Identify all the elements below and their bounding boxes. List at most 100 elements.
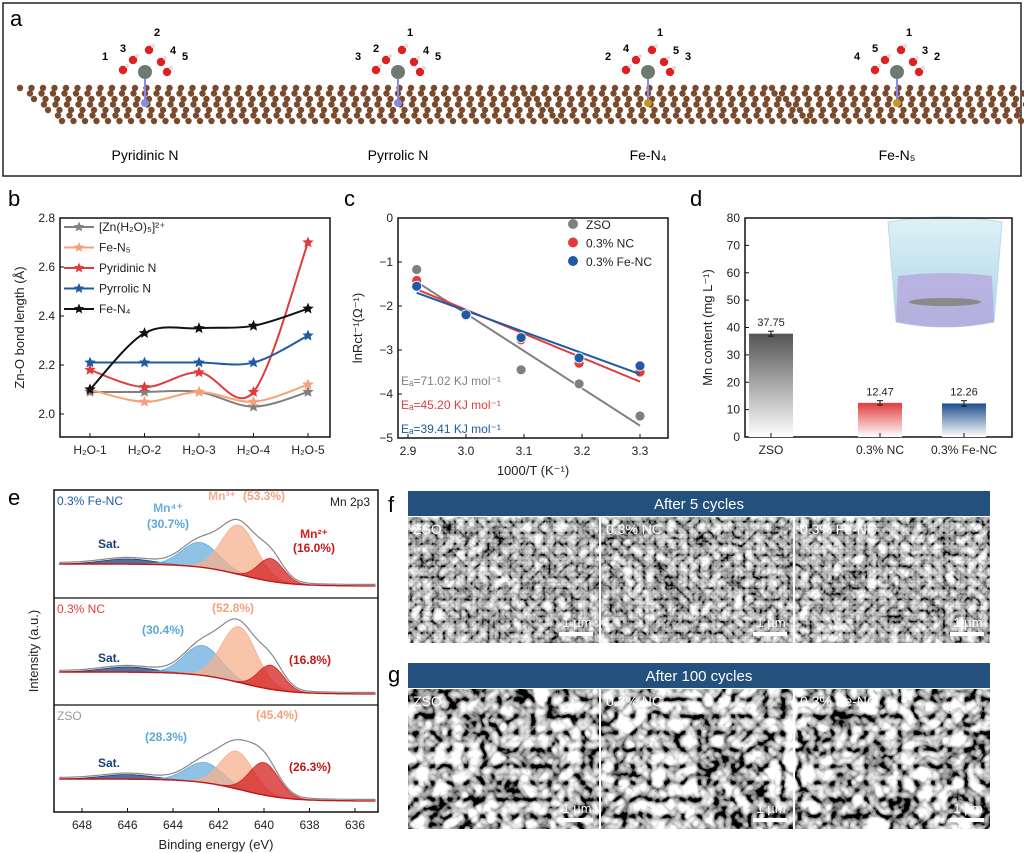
- carbon-atom: [626, 112, 634, 119]
- carbon-atom: [247, 101, 255, 108]
- carbon-atom: [923, 106, 930, 114]
- carbon-atom: [799, 112, 806, 119]
- carbon-atom: [300, 117, 307, 125]
- carbon-atom: [994, 117, 1002, 125]
- carbon-atom: [667, 90, 675, 97]
- carbon-atom: [72, 90, 80, 97]
- y-tick-label: 2.8: [38, 211, 55, 225]
- carbon-atom: [261, 112, 269, 119]
- carbon-atom: [1017, 117, 1024, 125]
- hydrogen-atom: [903, 44, 907, 48]
- carbon-atom: [813, 90, 820, 97]
- plot-frame: [397, 217, 669, 439]
- carbon-atom: [166, 84, 173, 92]
- data-point-star: [138, 327, 151, 338]
- hydrogen-atom: [163, 56, 167, 60]
- carbon-atom: [323, 117, 330, 125]
- fit-component-peak: [59, 524, 376, 587]
- carbon-atom: [484, 117, 491, 125]
- carbon-atom: [787, 112, 795, 119]
- envelope-curve: [59, 739, 376, 800]
- carbon-atom: [657, 84, 665, 92]
- oxygen-atom: [631, 55, 641, 65]
- carbon-atom: [513, 95, 521, 103]
- carbon-atom: [79, 106, 86, 114]
- legend-label: ZSO: [586, 218, 611, 232]
- carbon-atom: [245, 90, 252, 97]
- carbon-atom: [722, 117, 730, 125]
- y-tick-label: 2.2: [38, 358, 55, 372]
- carbon-atom: [933, 112, 940, 119]
- oxygen-atom: [415, 67, 425, 77]
- carbon-atom: [707, 112, 714, 119]
- carbon-atom: [692, 84, 699, 92]
- y-tick-label: 2.0: [38, 407, 55, 421]
- carbon-atom: [906, 84, 914, 92]
- carbon-atom: [775, 95, 782, 103]
- zinc-atom: [890, 65, 904, 79]
- carbon-atom: [75, 101, 82, 108]
- carbon-atom: [716, 101, 723, 108]
- carbon-atom: [694, 95, 702, 103]
- data-point-star: [138, 386, 151, 397]
- y-axis-label: Zn-O bond length (Å): [12, 266, 27, 388]
- data-point-star: [247, 400, 260, 412]
- data-point: [460, 309, 472, 321]
- carbon-atom: [467, 95, 475, 103]
- structure-1: 32 14 5 Pyrrolic N: [269, 27, 560, 163]
- atom-number: 5: [182, 51, 188, 63]
- carbon-atom: [93, 117, 100, 125]
- carbon-atom: [380, 117, 388, 125]
- carbon-atom: [412, 106, 420, 114]
- peak-percent-label: (45.4%): [256, 708, 298, 722]
- carbon-atom: [250, 112, 257, 119]
- oxygen-atom: [371, 65, 381, 75]
- carbon-atom: [410, 95, 417, 103]
- carbon-atom: [757, 117, 764, 125]
- carbon-atom: [1008, 90, 1016, 97]
- scale-bar-label: 1 µm: [756, 801, 785, 816]
- carbon-atom: [1011, 101, 1018, 108]
- carbon-atom: [293, 101, 301, 108]
- x-tick-label: 640: [254, 818, 274, 832]
- legend-label: Fe-N₅: [99, 241, 131, 255]
- scale-bar-label: 1 µm: [562, 615, 591, 630]
- carbon-atom: [672, 112, 680, 119]
- carbon-atom: [526, 112, 533, 119]
- x-tick-label: 3.1: [516, 444, 533, 458]
- carbon-atom: [729, 95, 736, 103]
- carbon-atom: [40, 101, 48, 108]
- carbon-atom: [564, 90, 571, 97]
- carbon-atom: [884, 101, 892, 108]
- scale-bar: [753, 632, 787, 636]
- carbon-atom: [314, 90, 321, 97]
- carbon-atom: [976, 101, 984, 108]
- cycles-header: After 5 cycles: [408, 491, 990, 516]
- carbon-atom: [1013, 112, 1021, 119]
- carbon-atom: [902, 117, 910, 125]
- carbon-atom: [731, 106, 739, 114]
- carbon-atom: [77, 112, 85, 119]
- carbon-atom: [42, 95, 49, 103]
- carbon-atom: [953, 101, 961, 108]
- carbon-atom: [102, 106, 109, 114]
- carbon-atom: [623, 84, 630, 92]
- carbon-atom: [955, 95, 962, 103]
- carbon-atom: [789, 106, 796, 114]
- atom-number: 3: [685, 51, 691, 63]
- carbon-atom: [233, 90, 241, 97]
- carbon-atom: [997, 90, 1004, 97]
- carbon-atom: [273, 112, 280, 119]
- carbon-atom: [921, 112, 929, 119]
- carbon-atom: [937, 117, 944, 125]
- carbon-atom: [97, 84, 104, 92]
- carbon-atom: [296, 112, 303, 119]
- carbon-atom: [549, 112, 556, 119]
- carbon-atom: [956, 112, 963, 119]
- panel-f-label: f: [388, 492, 395, 517]
- legend-marker: [568, 237, 578, 248]
- carbon-atom: [847, 90, 855, 97]
- carbon-atom: [426, 117, 434, 125]
- x-tick-label: 642: [208, 818, 228, 832]
- carbon-atom: [614, 95, 621, 103]
